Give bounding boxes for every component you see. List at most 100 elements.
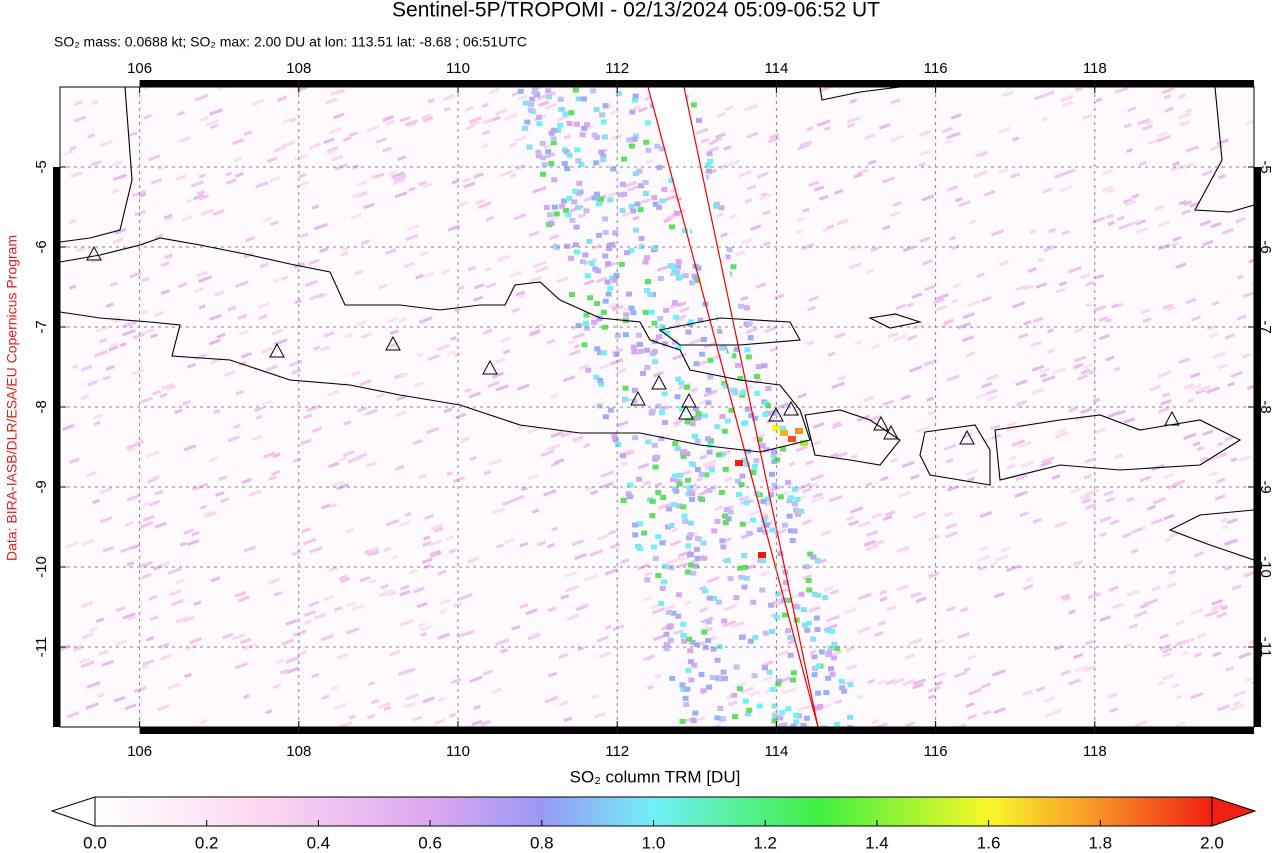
so2-pixel [652,371,664,378]
so2-pixel [867,678,875,684]
so2-pixel [718,489,725,495]
so2-pixel [808,180,820,188]
coastline [60,237,811,453]
so2-pixel [814,627,821,633]
so2-pixel [766,669,773,675]
so2-pixel [750,470,757,476]
so2-pixel [879,476,889,482]
so2-pixel [600,350,607,356]
so2-pixel [976,392,988,400]
so2-pixel [782,687,797,695]
so2-pixel [965,702,975,708]
so2-pixel [292,457,302,464]
so2-pixel [756,703,763,709]
so2-pixel [581,342,588,348]
so2-pixel [462,177,472,183]
frame-stripe [458,727,618,734]
so2-field [60,87,1254,727]
so2-pixel [227,305,237,312]
so2-pixel [340,577,351,584]
so2-pixel [781,522,788,528]
so2-pixel [281,140,296,149]
so2-pixel [536,121,543,127]
so2-pixel [285,619,298,626]
so2-pixel [126,442,139,450]
so2-pixel [1011,439,1026,447]
so2-pixel [539,155,546,161]
so2-pixel [604,568,619,576]
so2-pixel [311,672,320,679]
so2-pixel [1179,120,1191,127]
so2-pixel [534,266,549,274]
so2-pixel [328,461,340,469]
so2-pixel [425,426,440,435]
so2-pixel [1067,609,1076,615]
so2-pixel [636,546,643,552]
so2-pixel [583,320,590,326]
so2-pixel [889,210,901,218]
so2-pixel [644,279,651,285]
so2-pixel [890,134,905,143]
so2-pixel [663,646,670,652]
so2-pixel [1109,519,1120,526]
so2-pixel [451,179,460,185]
so2-pixel [887,332,899,339]
so2-pixel [265,364,278,372]
so2-pixel [391,171,406,179]
so2-pixel [800,723,807,727]
so2-pixel [1185,297,1197,305]
so2-pixel [1105,496,1116,503]
so2-pixel [607,285,614,291]
so2-pixel [1060,669,1071,676]
so2-pixel [1164,537,1172,543]
x-tick-label: 108 [286,60,311,77]
so2-pixel [109,342,119,348]
so2-pixel [801,242,815,251]
so2-pixel [802,207,810,213]
so2-pixel [746,707,753,713]
so2-pixel [748,509,761,517]
so2-pixel [968,688,982,696]
so2-pixel [129,271,142,279]
so2-pixel [1126,148,1133,153]
so2-pixel [1123,123,1132,129]
so2-pixel [504,537,515,544]
so2-pixel [644,120,651,126]
so2-pixel [301,527,312,534]
so2-pixel [567,339,576,345]
so2-pixel [644,288,651,294]
so2-pixel [303,619,313,625]
so2-pixel [679,406,686,412]
so2-pixel [1075,87,1083,92]
so2-pixel [591,693,600,700]
so2-pixel [848,519,860,527]
so2-pixel [655,334,662,340]
so2-pixel [60,644,71,651]
so2-pixel [1015,284,1028,292]
so2-pixel [285,656,300,664]
so2-pixel [641,434,650,440]
so2-pixel [1130,219,1142,226]
so2-pixel [420,250,430,257]
so2-pixel [626,137,633,143]
so2-pixel [1202,239,1214,247]
so2-pixel [1058,280,1068,287]
so2-pixel [718,205,725,211]
volcano [783,400,799,416]
so2-pixel [671,270,678,276]
so2-pixel [602,253,609,259]
so2-pixel [550,127,557,133]
so2-pixel [768,492,775,498]
so2-pixel [443,407,453,414]
so2-pixel [1015,473,1028,482]
so2-pixel [902,245,915,253]
frame-stripe [53,487,60,647]
so2-pixel [675,376,682,382]
so2-pixel [1018,332,1029,339]
frame-stripe [139,727,299,734]
so2-pixel [458,200,469,207]
so2-pixel [720,451,727,457]
so2-pixel [698,671,705,677]
colorbar-tick-label: 1.6 [977,833,1001,852]
so2-pixel [882,224,891,231]
